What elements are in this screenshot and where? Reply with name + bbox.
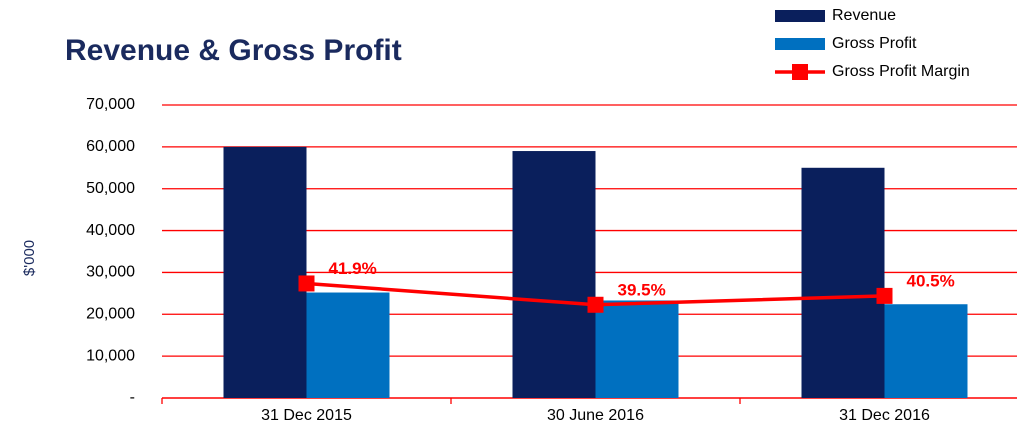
data-label: 41.9% [329,259,377,278]
legend-label: Gross Profit Margin [832,63,970,80]
legend-swatch [792,64,808,80]
bar [801,167,885,398]
line-marker [587,296,604,313]
y-tick-label: - [130,389,135,406]
y-tick-label: 10,000 [86,347,135,364]
line-marker [298,275,315,292]
bar [595,300,679,398]
bar [223,146,307,398]
chart-title: Revenue & Gross Profit [65,34,402,67]
y-axis-label: $'000 [21,240,38,276]
x-tick-label: 31 Dec 2016 [839,407,930,424]
data-label: 39.5% [618,280,666,299]
data-label: 40.5% [907,271,955,290]
bar [512,151,596,398]
line-marker [876,287,893,304]
bar [306,292,390,398]
legend-swatch [775,38,825,50]
legend-label: Gross Profit [832,35,917,52]
x-tick-label: 31 Dec 2015 [261,407,352,424]
y-tick-label: 30,000 [86,264,135,281]
y-tick-label: 60,000 [86,138,135,155]
legend-label: Revenue [832,7,896,24]
y-tick-label: 50,000 [86,180,135,197]
legend-swatch [775,10,825,22]
y-tick-label: 70,000 [86,96,135,113]
x-tick-label: 30 June 2016 [547,407,644,424]
y-tick-label: 40,000 [86,222,135,239]
bar [884,304,968,398]
y-tick-label: 20,000 [86,306,135,323]
